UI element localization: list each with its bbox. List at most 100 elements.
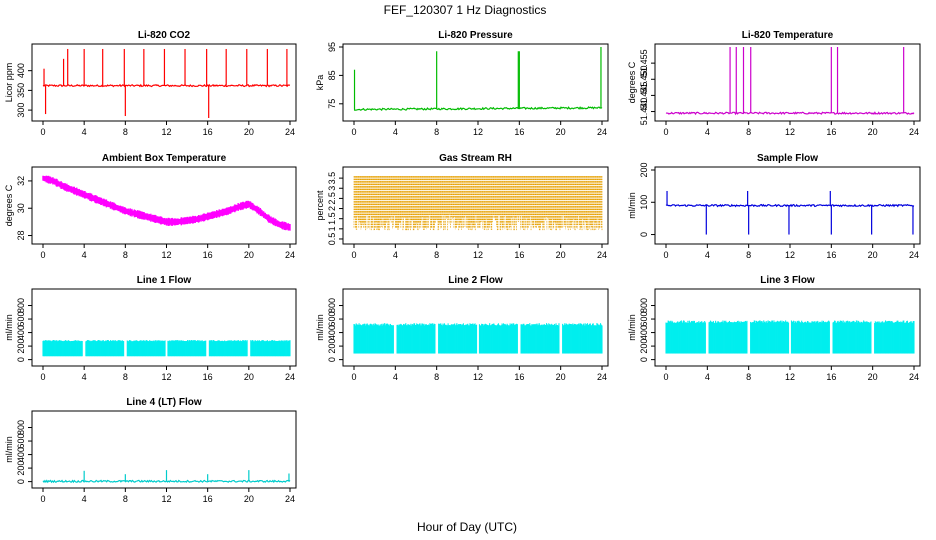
y-tick-label: 1 [327, 226, 337, 231]
x-tick-label: 4 [82, 127, 87, 137]
series-line [353, 106, 603, 111]
panel-7: Line 2 Flow ml/min 0 4 8 12 16 20 24 0 20040060080… [315, 275, 609, 382]
panel-title: Gas Stream RH [439, 153, 512, 164]
x-tick-label: 0 [40, 494, 45, 504]
panel-9: Line 4 (LT) Flow ml/min 0 4 8 12 16 20 24 0 200400… [4, 397, 297, 504]
x-tick-label: 16 [826, 250, 836, 260]
plot-frame [654, 288, 921, 367]
panel-title: Li-820 Pressure [438, 30, 513, 41]
x-tick-label: 24 [597, 372, 607, 382]
panel-4: Gas Stream RH percent 0 4 8 12 16 20 24 0.5 11.522… [315, 153, 609, 260]
x-tick-label: 24 [285, 494, 295, 504]
y-tick-label: 200 [16, 461, 26, 476]
y-tick-label: 400 [327, 325, 337, 340]
x-tick-label: 4 [393, 127, 398, 137]
x-tick-label: 24 [597, 250, 607, 260]
y-tick-label: 3.5 [327, 172, 337, 185]
y-axis-label: kPa [315, 75, 325, 91]
x-tick-label: 12 [473, 127, 483, 137]
x-tick-label: 12 [785, 127, 795, 137]
x-tick-label: 4 [393, 250, 398, 260]
y-tick-label: 28 [16, 231, 26, 241]
series [353, 176, 603, 231]
series [42, 48, 291, 118]
x-tick-label: 8 [434, 127, 439, 137]
y-tick-label: 600 [639, 312, 649, 327]
panel-1: Li-820 Pressure kPa 0 4 8 12 16 20 24 75 85 95 [315, 30, 609, 137]
y-tick-label: 0 [327, 357, 337, 362]
x-tick-label: 12 [161, 127, 171, 137]
x-tick-label: 12 [473, 250, 483, 260]
x-tick-label: 16 [203, 372, 213, 382]
panel-title: Line 3 Flow [760, 275, 815, 286]
x-tick-label: 20 [556, 372, 566, 382]
series-line [665, 111, 915, 116]
x-tick-label: 16 [203, 494, 213, 504]
y-tick-label: 51.445 [639, 82, 649, 110]
y-tick-label: 800 [639, 298, 649, 313]
panel-3: Ambient Box Temperature degrees C 0 4 8 12 16 2… [4, 153, 297, 260]
y-axis-label: ml/min [4, 314, 14, 341]
series [42, 175, 291, 231]
y-tick-label: 2 [327, 206, 337, 211]
y-tick-label: 95 [327, 42, 337, 52]
plot-frame [342, 43, 609, 122]
y-tick-label: 2.5 [327, 192, 337, 205]
y-tick-label: 200 [327, 339, 337, 354]
x-tick-label: 12 [473, 372, 483, 382]
x-tick-label: 20 [244, 250, 254, 260]
plot-frame [342, 166, 609, 245]
series [42, 470, 291, 484]
series [353, 323, 603, 354]
panel-6: Line 1 Flow ml/min 0 4 8 12 16 20 24 0 20040060080… [4, 275, 297, 382]
series [353, 47, 603, 111]
y-tick-label: 30 [16, 203, 26, 213]
y-axis-label: ml/min [627, 314, 637, 341]
x-tick-label: 0 [663, 250, 668, 260]
y-tick-label: 600 [16, 312, 26, 327]
x-tick-label: 0 [40, 372, 45, 382]
x-tick-label: 0 [663, 127, 668, 137]
x-tick-label: 20 [556, 127, 566, 137]
x-tick-label: 16 [514, 250, 524, 260]
x-tick-label: 4 [82, 250, 87, 260]
panel-title: Sample Flow [757, 153, 818, 164]
x-tick-label: 20 [868, 372, 878, 382]
panel-0: Li-820 CO2 Licor ppm 0 4 8 12 16 20 24 300 350 400 [4, 30, 297, 137]
x-axis-label: Hour of Day (UTC) [417, 520, 517, 534]
series [665, 190, 915, 235]
x-tick-label: 24 [285, 250, 295, 260]
x-tick-label: 8 [123, 494, 128, 504]
y-tick-label: 100 [639, 195, 649, 210]
series [665, 47, 915, 116]
y-axis-label: ml/min [4, 436, 14, 463]
x-tick-label: 0 [351, 127, 356, 137]
series-line [665, 203, 915, 208]
y-tick-label: 0 [639, 357, 649, 362]
x-tick-label: 4 [82, 372, 87, 382]
x-tick-label: 0 [40, 127, 45, 137]
y-tick-label: 200 [639, 339, 649, 354]
x-tick-label: 4 [393, 372, 398, 382]
plot-frame [31, 410, 297, 489]
x-tick-label: 12 [161, 250, 171, 260]
series [665, 320, 915, 354]
y-tick-label: 400 [16, 63, 26, 78]
x-tick-label: 24 [909, 250, 919, 260]
y-tick-label: 0 [639, 232, 649, 237]
x-tick-label: 12 [161, 494, 171, 504]
y-tick-label: 0.5 [327, 233, 337, 246]
y-tick-label: 400 [16, 325, 26, 340]
x-tick-label: 24 [285, 127, 295, 137]
y-tick-label: 0 [16, 479, 26, 484]
y-tick-label: 51.455 [639, 49, 649, 77]
x-tick-label: 12 [161, 372, 171, 382]
y-axis-label: degrees C [627, 61, 637, 103]
x-tick-label: 12 [785, 250, 795, 260]
y-tick-label: 75 [327, 99, 337, 109]
x-tick-label: 8 [746, 372, 751, 382]
x-tick-label: 24 [597, 127, 607, 137]
series [42, 340, 291, 357]
y-tick-label: 32 [16, 176, 26, 186]
x-tick-label: 16 [203, 127, 213, 137]
